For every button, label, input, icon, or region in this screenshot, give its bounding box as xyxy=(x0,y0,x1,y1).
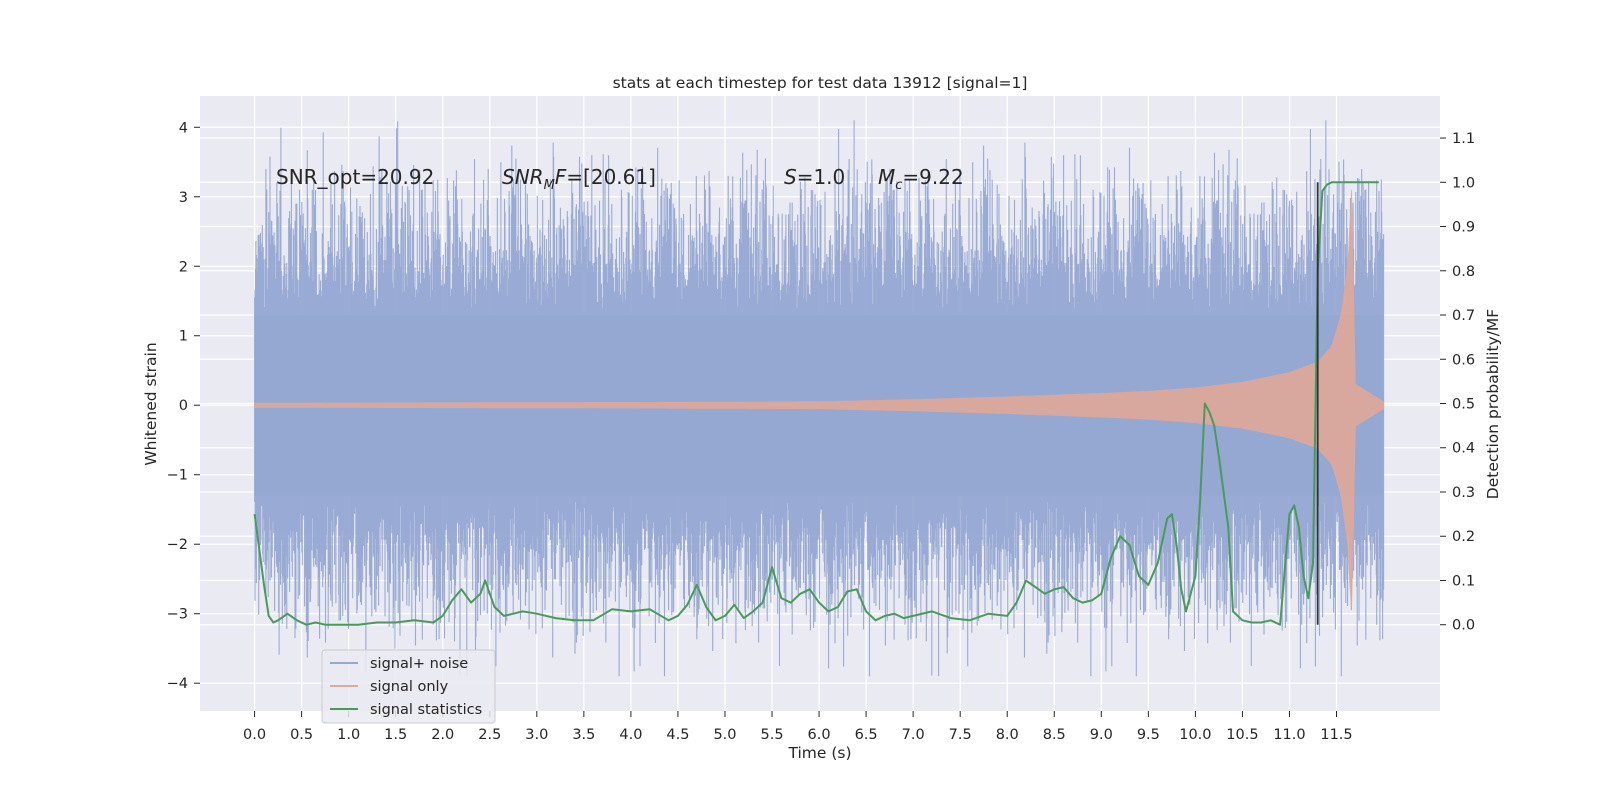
legend-label-signal-only: signal only xyxy=(370,679,449,695)
y-axis-label-right: Detection probability/MF xyxy=(1484,309,1502,500)
annotation-snr-mf: SNRMF=[20.61] xyxy=(502,165,656,193)
y-tick-label: 1 xyxy=(179,329,188,345)
y-right-tick-label: 0.1 xyxy=(1452,573,1475,589)
y-right-tick-label: 1.0 xyxy=(1452,175,1475,191)
x-tick-label: 11.0 xyxy=(1273,727,1305,743)
x-tick-label: 1.5 xyxy=(384,727,407,743)
y-tick-label: −2 xyxy=(167,537,188,553)
x-tick-label: 10.0 xyxy=(1179,727,1211,743)
x-tick-label: 10.5 xyxy=(1226,727,1258,743)
x-tick-label: 11.5 xyxy=(1320,727,1352,743)
x-tick-label: 4.0 xyxy=(619,727,642,743)
y-right-tick-label: 0.7 xyxy=(1452,308,1475,324)
annotation-snr-opt: SNR_opt=20.92 xyxy=(276,165,434,189)
x-tick-label: 5.0 xyxy=(713,727,736,743)
x-tick-label: 4.5 xyxy=(666,727,689,743)
x-tick-label: 7.5 xyxy=(949,727,972,743)
x-tick-label: 8.0 xyxy=(996,727,1019,743)
y-tick-label: 3 xyxy=(179,190,188,206)
x-tick-label: 9.0 xyxy=(1090,727,1113,743)
series-layer xyxy=(253,120,1385,677)
y-right-tick-label: 0.2 xyxy=(1452,529,1475,545)
y-tick-label: −4 xyxy=(167,676,188,692)
series-signal-statistics xyxy=(253,181,1379,626)
y-tick-label: 4 xyxy=(179,120,188,136)
legend: signal+ noise signal only signal statist… xyxy=(321,649,496,724)
y-right-tick-label: 0.4 xyxy=(1452,441,1475,457)
chart-title: stats at each timestep for test data 139… xyxy=(613,74,1028,92)
x-tick-label: 5.5 xyxy=(760,727,783,743)
legend-label-signal-noise: signal+ noise xyxy=(370,656,468,672)
y-right-tick-label: 0.0 xyxy=(1452,618,1475,634)
x-tick-label: 8.5 xyxy=(1043,727,1066,743)
x-tick-label: 7.0 xyxy=(902,727,925,743)
annotation-s: S=1.0 xyxy=(784,165,845,189)
x-tick-label: 2.0 xyxy=(431,727,454,743)
y-right-tick-label: 1.1 xyxy=(1452,131,1475,147)
series-signal-only xyxy=(254,189,1384,611)
y-right-tick-label: 0.6 xyxy=(1452,352,1475,368)
annotation-mc: Mc=9.22 xyxy=(878,165,964,193)
x-tick-label: 0.0 xyxy=(243,727,266,743)
x-tick-label: 3.0 xyxy=(525,727,548,743)
ticks: 0.0 0.5 1.0 1.5 2.0 2.5 3.0 3.5 4.0 4.5 5.0 5.5 6.0 6… xyxy=(167,120,1475,743)
y-right-tick-label: 0.8 xyxy=(1452,264,1475,280)
y-right-tick-label: 0.3 xyxy=(1452,485,1475,501)
y-right-tick-label: 0.9 xyxy=(1452,220,1475,236)
x-tick-label: 6.5 xyxy=(855,727,878,743)
x-tick-label: 0.5 xyxy=(290,727,313,743)
x-tick-label: 2.5 xyxy=(478,727,501,743)
x-axis-label: Time (s) xyxy=(787,744,851,762)
y-right-tick-label: 0.5 xyxy=(1452,397,1475,413)
x-tick-label: 9.5 xyxy=(1137,727,1160,743)
x-tick-label: 1.0 xyxy=(337,727,360,743)
legend-box xyxy=(321,649,496,724)
y-axis-label: Whitened strain xyxy=(142,342,160,465)
x-tick-label: 6.0 xyxy=(808,727,831,743)
y-tick-label: 0 xyxy=(179,398,188,414)
legend-label-signal-statistics: signal statistics xyxy=(370,702,482,718)
x-tick-label: 3.5 xyxy=(572,727,595,743)
y-tick-label: 2 xyxy=(179,259,188,275)
y-tick-label: −3 xyxy=(167,607,188,623)
y-tick-label: −1 xyxy=(167,468,188,484)
